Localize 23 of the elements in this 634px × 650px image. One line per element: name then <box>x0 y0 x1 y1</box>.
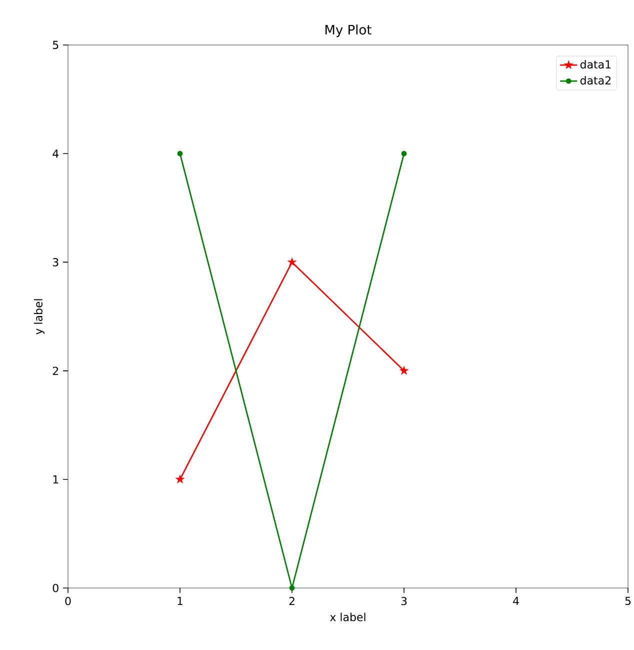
y-tick-label: 3 <box>52 258 58 266</box>
point <box>175 474 185 484</box>
point <box>401 150 407 156</box>
point <box>399 366 409 375</box>
point <box>287 257 297 266</box>
y-tick-label: 4 <box>52 150 59 158</box>
x-tick-label: 2 <box>289 596 294 606</box>
y-tick-label: 5 <box>52 40 58 50</box>
x-tick-label: 3 <box>401 596 407 606</box>
point <box>177 150 183 156</box>
y-tick-label: 2 <box>52 366 58 375</box>
y-axis-title: y label <box>34 299 45 334</box>
x-tick-label: 4 <box>513 596 519 605</box>
point <box>289 585 295 591</box>
y-tick-label: 0 <box>52 584 58 592</box>
x-axis-title: x label <box>330 612 366 622</box>
x-tick-label: 0 <box>65 596 71 606</box>
y-tick-label: 1 <box>53 475 58 484</box>
chart-title: My Plot <box>326 24 372 38</box>
x-tick-label: 5 <box>625 596 631 606</box>
x-tick-label: 1 <box>178 596 182 605</box>
legend-label: data1 <box>580 60 611 69</box>
legend-label: data2 <box>580 76 611 85</box>
